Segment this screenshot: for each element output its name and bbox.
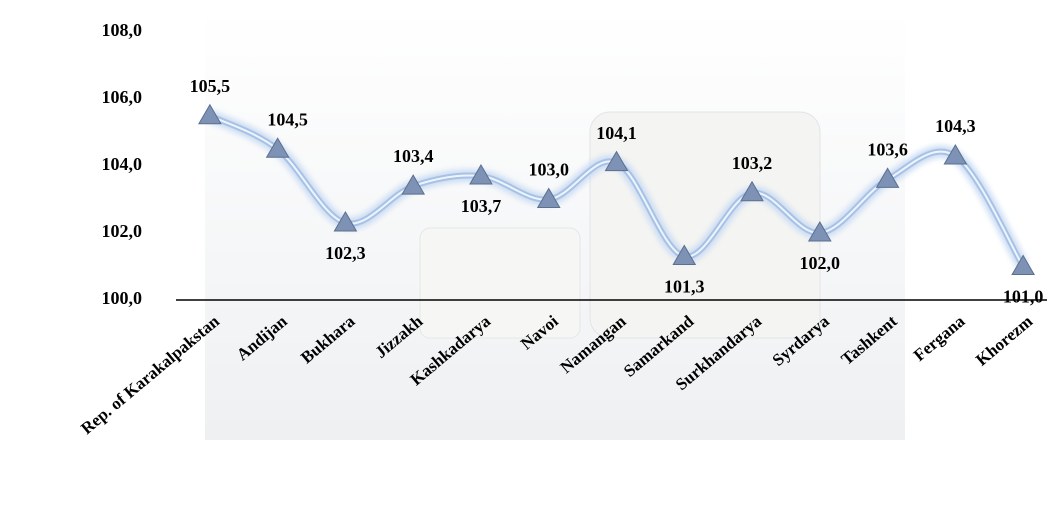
y-tick-label: 106,0: [102, 87, 143, 107]
marker: [469, 164, 493, 185]
data-label: 101,0: [1003, 287, 1044, 307]
marker: [265, 137, 290, 158]
glass-shape: [419, 227, 581, 339]
y-tick-label: 102,0: [102, 221, 143, 241]
data-label: 103,7: [461, 196, 502, 216]
data-label: 104,5: [267, 109, 308, 129]
marker: [740, 180, 764, 202]
marker: [401, 174, 426, 195]
data-label: 105,5: [190, 76, 231, 96]
y-tick-label: 108,0: [102, 20, 143, 40]
marker: [604, 150, 629, 172]
data-label: 103,6: [867, 140, 908, 160]
x-tick-label: Khorezm: [972, 312, 1036, 370]
marker: [672, 244, 697, 265]
x-tick-label: Fergana: [910, 311, 969, 365]
data-label: 103,4: [393, 146, 434, 166]
marker: [875, 167, 900, 188]
y-tick-label: 100,0: [102, 288, 143, 308]
marker: [333, 210, 358, 232]
data-label: 103,2: [732, 153, 773, 173]
data-label: 104,1: [596, 123, 637, 143]
marker: [536, 187, 561, 208]
data-label: 104,3: [935, 116, 976, 136]
y-tick-label: 104,0: [102, 154, 143, 174]
jug-shape: [589, 111, 821, 339]
marker: [1011, 254, 1035, 275]
marker: [807, 221, 832, 242]
data-label: 102,0: [800, 253, 841, 273]
marker: [943, 143, 968, 165]
marker: [198, 103, 222, 125]
data-label: 101,3: [664, 277, 705, 297]
data-label: 103,0: [528, 160, 569, 180]
data-label: 102,3: [325, 243, 366, 263]
x-tick-label: Rep. of Karakalpakstan: [77, 311, 223, 438]
